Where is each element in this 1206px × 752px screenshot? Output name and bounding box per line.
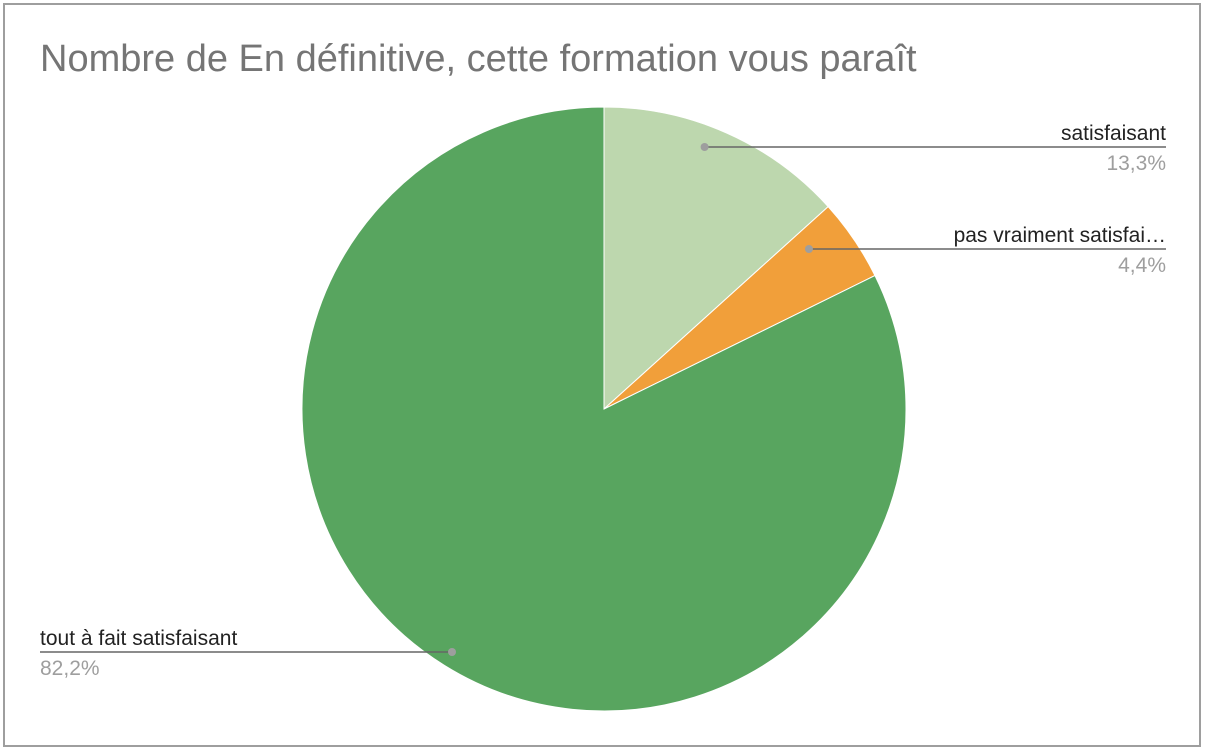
- slice-percent-pas-vraiment-satisfai: 4,4%: [1118, 254, 1166, 277]
- pie-slice-satisfaisant[interactable]: [603, 106, 829, 411]
- pie-slices: [301, 106, 907, 712]
- leader-dot-pas-vraiment-satisfai: [804, 245, 813, 253]
- slice-percent-satisfaisant: 13,3%: [1106, 152, 1166, 175]
- slice-label-tout-a-fait-satisfaisant: tout à fait satisfaisant: [40, 627, 237, 650]
- slice-label-satisfaisant: satisfaisant: [1061, 122, 1166, 145]
- pie-labels: satisfaisant 13,3% pas vraiment satisfai… 4…: [40, 122, 1166, 680]
- slice-percent-tout-a-fait-satisfaisant: 82,2%: [40, 657, 100, 680]
- chart-title: Nombre de En définitive, cette formation…: [40, 38, 917, 80]
- pie-slice-tout-a-fait-satisfaisant[interactable]: [301, 106, 907, 712]
- leader-dot-satisfaisant: [700, 143, 709, 151]
- leader-dot-tout-a-fait-satisfaisant: [448, 648, 456, 656]
- slice-label-pas-vraiment-satisfai: pas vraiment satisfai…: [954, 224, 1166, 247]
